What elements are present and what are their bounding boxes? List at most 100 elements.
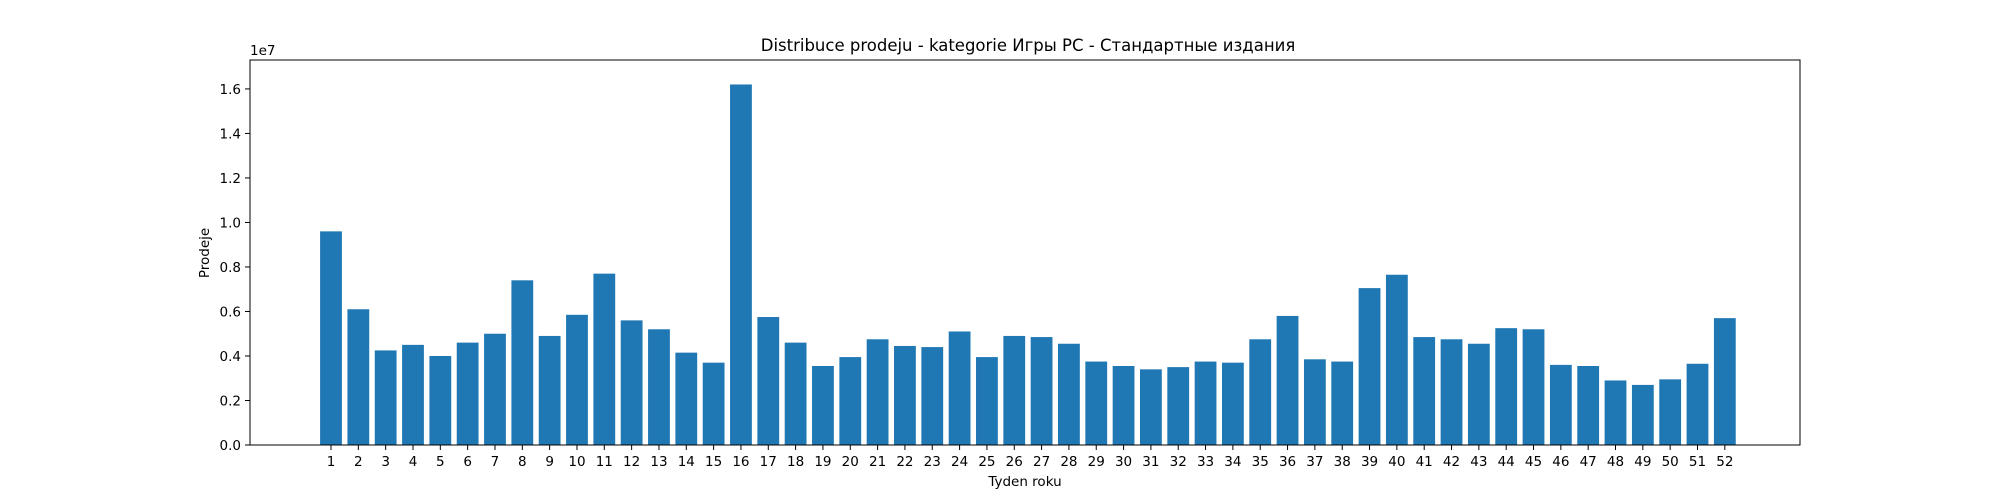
y-offset-label: 1e7 — [250, 43, 275, 59]
bar-week-51 — [1686, 363, 1709, 445]
x-tick-label: 15 — [705, 454, 722, 470]
bar-week-38 — [1331, 361, 1354, 445]
bar-week-19 — [812, 366, 834, 445]
y-ticks-group: 0.0 0.2 0.4 0.6 0.8 1.0 1.2 1.4 1.6 — [220, 82, 250, 454]
bar-week-46 — [1549, 364, 1572, 445]
bar-week-48 — [1604, 380, 1627, 445]
bar-week-52 — [1713, 318, 1736, 445]
x-tick-label: 33 — [1197, 454, 1214, 470]
x-tick-label: 37 — [1306, 454, 1323, 470]
x-tick-label: 50 — [1662, 454, 1679, 470]
bar-week-43 — [1467, 343, 1490, 445]
x-tick-label: 19 — [814, 454, 831, 470]
x-tick-label: 20 — [842, 454, 859, 470]
x-tick-label: 51 — [1689, 454, 1706, 470]
bar-week-25 — [976, 357, 998, 445]
bar-week-15 — [702, 362, 725, 445]
bar-week-31 — [1140, 369, 1162, 445]
x-tick-label: 31 — [1142, 454, 1159, 470]
bar-week-30 — [1112, 366, 1135, 445]
x-tick-label: 27 — [1033, 454, 1050, 470]
x-tick-label: 42 — [1443, 454, 1460, 470]
x-tick-label: 46 — [1552, 454, 1569, 470]
x-tick-label: 29 — [1088, 454, 1105, 470]
x-tick-label: 10 — [568, 454, 585, 470]
bar-week-20 — [839, 357, 862, 445]
x-tick-label: 36 — [1279, 454, 1296, 470]
bar-week-7 — [484, 333, 506, 445]
x-tick-label: 34 — [1224, 454, 1241, 470]
bar-week-42 — [1440, 339, 1463, 445]
x-tick-label: 12 — [623, 454, 640, 470]
plot-frame — [249, 59, 1801, 446]
y-tick-label: 1.2 — [220, 171, 241, 187]
bar-week-36 — [1276, 315, 1299, 445]
x-tick-label: 28 — [1060, 454, 1077, 470]
x-tick-label: 47 — [1580, 454, 1597, 470]
bar-week-10 — [566, 314, 588, 445]
bar-week-18 — [784, 342, 807, 445]
x-tick-label: 39 — [1361, 454, 1378, 470]
bar-week-47 — [1577, 366, 1600, 445]
x-tick-label: 21 — [869, 454, 886, 470]
x-tick-label: 5 — [436, 454, 445, 470]
bar-week-35 — [1249, 339, 1272, 445]
x-tick-label: 17 — [760, 454, 777, 470]
y-tick-label: 0.8 — [220, 260, 241, 276]
bar-week-40 — [1385, 274, 1408, 445]
x-ticks-group: 1 2 3 4 5 6 7 8 9 10 11 12 13 14 15 16 17 18 19 20 21 22 23 24 2… — [327, 445, 1733, 470]
bar-week-22 — [894, 345, 916, 445]
x-tick-label: 49 — [1634, 454, 1651, 470]
bar-week-21 — [866, 339, 889, 445]
x-tick-label: 38 — [1334, 454, 1351, 470]
bar-week-4 — [402, 344, 424, 445]
x-tick-label: 3 — [381, 454, 390, 470]
bar-week-9 — [538, 335, 561, 445]
x-tick-label: 9 — [545, 454, 554, 470]
y-tick-label: 1.6 — [220, 82, 241, 98]
x-tick-label: 44 — [1498, 454, 1515, 470]
bar-week-28 — [1058, 343, 1080, 445]
bar-week-27 — [1030, 337, 1053, 445]
y-tick-label: 1.4 — [220, 126, 241, 142]
bar-week-44 — [1495, 328, 1518, 445]
bar-week-3 — [374, 350, 397, 445]
y-tick-label: 0.4 — [220, 349, 241, 365]
x-tick-label: 26 — [1006, 454, 1023, 470]
bar-week-45 — [1522, 329, 1545, 445]
bar-week-8 — [511, 280, 534, 445]
x-tick-label: 4 — [409, 454, 418, 470]
x-tick-label: 1 — [327, 454, 336, 470]
bar-week-1 — [320, 231, 342, 445]
y-tick-label: 0.2 — [220, 393, 241, 409]
bar-week-49 — [1631, 384, 1654, 445]
x-tick-label: 13 — [650, 454, 667, 470]
bar-week-37 — [1303, 359, 1326, 445]
bar-week-16 — [730, 84, 752, 445]
x-tick-label: 35 — [1252, 454, 1269, 470]
chart-title: Distribuce prodeju - kategorie Игры PC -… — [761, 36, 1296, 55]
x-tick-label: 30 — [1115, 454, 1132, 470]
bar-week-14 — [675, 352, 698, 445]
x-tick-label: 43 — [1470, 454, 1487, 470]
bar-week-32 — [1167, 367, 1190, 445]
bar-week-23 — [921, 347, 944, 445]
bar-week-39 — [1358, 288, 1381, 445]
x-tick-label: 8 — [518, 454, 527, 470]
x-tick-label: 2 — [354, 454, 363, 470]
x-tick-label: 48 — [1607, 454, 1624, 470]
x-tick-label: 24 — [951, 454, 968, 470]
x-tick-label: 40 — [1388, 454, 1405, 470]
bar-week-26 — [1003, 335, 1026, 445]
x-tick-label: 16 — [732, 454, 749, 470]
x-tick-label: 14 — [678, 454, 695, 470]
y-tick-label: 1.0 — [220, 215, 241, 231]
x-axis-label: Tyden roku — [987, 474, 1061, 490]
x-tick-label: 32 — [1170, 454, 1187, 470]
bar-week-6 — [456, 342, 479, 445]
x-tick-label: 52 — [1716, 454, 1733, 470]
y-tick-label: 0.0 — [220, 438, 241, 454]
y-axis-label: Prodeje — [197, 228, 213, 278]
y-tick-label: 0.6 — [220, 304, 241, 320]
